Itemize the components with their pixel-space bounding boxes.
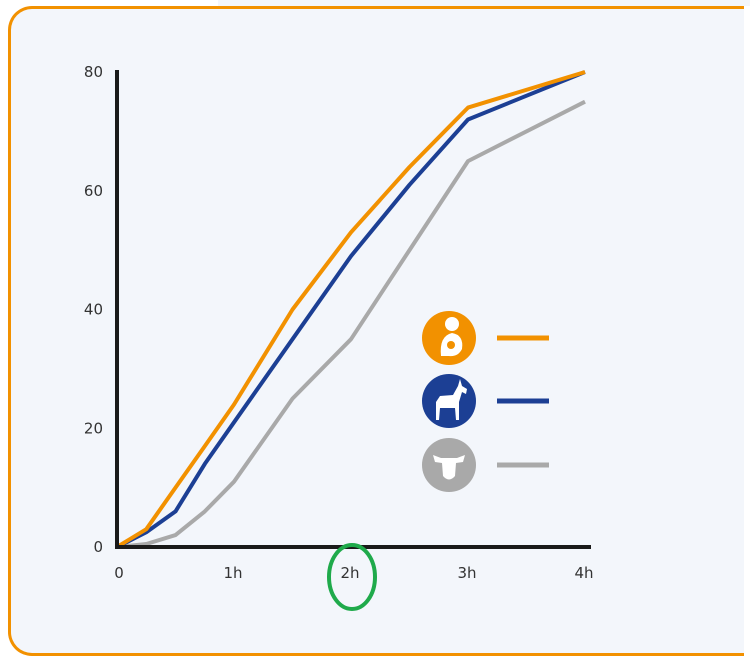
card-tab-notch [218,0,750,6]
legend-item-cow [422,438,549,492]
legend-item-breastfeeding [422,311,549,365]
legend [422,311,549,492]
highlight-circle [327,543,377,611]
axes-layer [115,70,591,549]
cow-icon-head [433,455,465,480]
breastfeeding-icon-head [445,317,459,331]
series-line-cow [116,99,586,549]
x-tick-label: 4h [574,564,593,582]
series-line-breastfeeding [115,70,586,549]
breastfeeding-icon-baby [447,341,455,349]
x-tick-label: 2h [340,564,359,582]
legend-item-goat [422,374,549,428]
series-line-goat [116,70,586,549]
goat-icon-body [436,379,467,420]
x-tick-label: 0 [114,564,124,582]
y-tick-label: 60 [84,182,103,200]
x-tick-label: 1h [223,564,242,582]
y-tick-label: 80 [84,63,103,81]
y-tick-label: 20 [84,419,103,437]
tick-layer: 0 20 40 60 80 0 1h 2h 3h 4h [84,63,594,582]
x-tick-label: 3h [457,564,476,582]
y-tick-label: 0 [93,538,103,556]
series-layer [115,70,586,549]
y-tick-label: 40 [84,301,103,319]
